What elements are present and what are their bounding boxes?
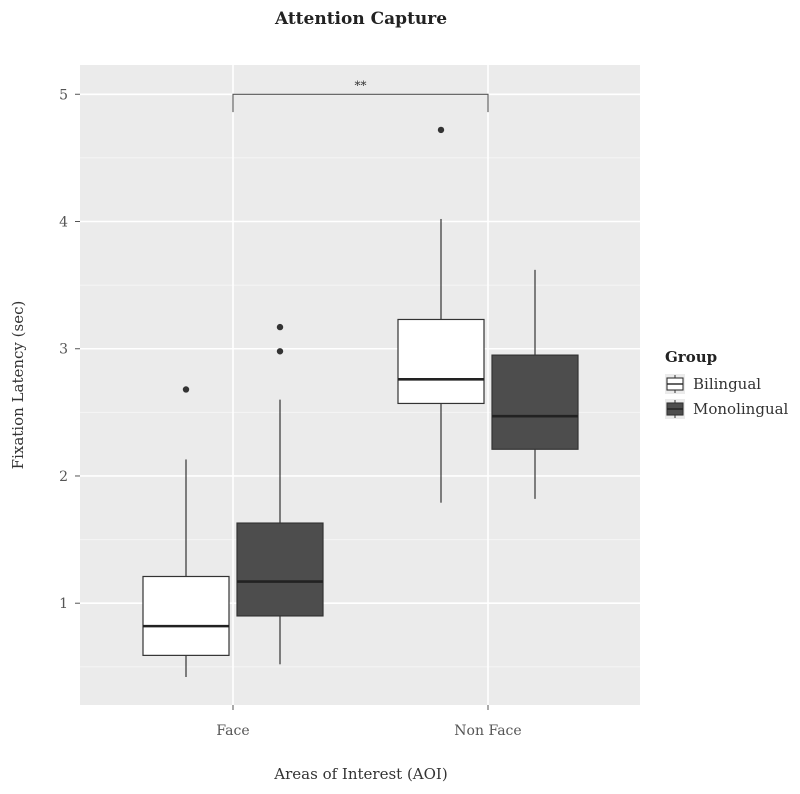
y-axis-title: Fixation Latency (sec) xyxy=(9,301,27,470)
outlier-point xyxy=(276,323,284,331)
outlier-point xyxy=(182,386,190,393)
outlier-point xyxy=(276,348,284,355)
significance-bracket xyxy=(232,93,489,113)
legend-title: Group xyxy=(665,348,717,366)
box-monolingual-non-face xyxy=(491,354,579,450)
legend-label-bilingual: Bilingual xyxy=(693,375,761,393)
box-bilingual-non-face xyxy=(397,318,485,405)
legend: Group Bilingual Monolingual xyxy=(665,348,789,419)
y-tick-label: 1 xyxy=(59,596,68,612)
box-group xyxy=(142,126,579,678)
y-tick-label: 4 xyxy=(59,215,68,231)
x-axis-title: Areas of Interest (AOI) xyxy=(273,765,447,783)
chart-title: Attention Capture xyxy=(274,9,447,29)
box-monolingual-face xyxy=(236,522,324,617)
box-bilingual-face xyxy=(142,575,230,656)
legend-label-monolingual: Monolingual xyxy=(693,400,789,418)
y-tick-label: 2 xyxy=(59,469,68,485)
x-tick-label: Face xyxy=(216,723,249,739)
y-tick-label: 3 xyxy=(59,342,68,358)
axes-group: 1 2 3 4 5 Face Non Face xyxy=(59,87,522,739)
annotation-group: ** xyxy=(232,78,489,113)
outlier-point xyxy=(437,126,445,134)
significance-label: ** xyxy=(355,78,367,92)
x-tick-label: Non Face xyxy=(454,723,521,739)
y-tick-label: 5 xyxy=(59,87,68,103)
